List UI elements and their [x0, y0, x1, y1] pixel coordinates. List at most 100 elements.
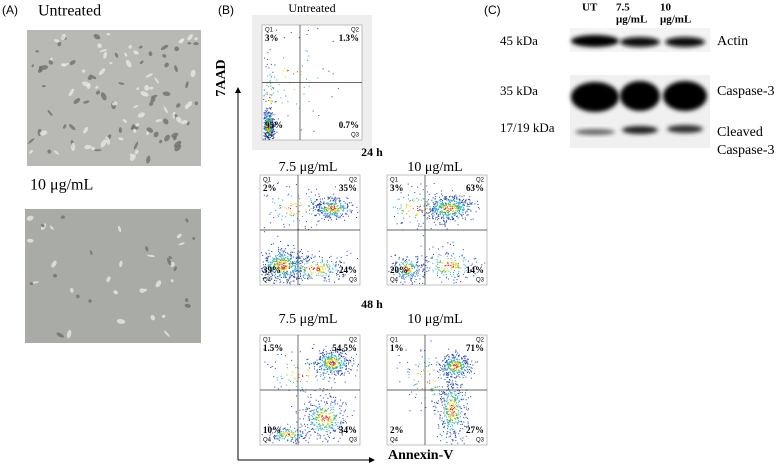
event-dot [274, 77, 275, 78]
event-dot [454, 212, 455, 213]
event-dot [265, 118, 266, 119]
event-dot [292, 438, 293, 439]
event-dot [451, 200, 452, 201]
event-dot [273, 243, 274, 244]
event-dot [278, 261, 279, 262]
event-dot [399, 259, 400, 260]
event-dot [290, 254, 291, 255]
event-dot [422, 356, 423, 357]
event-dot [468, 261, 469, 262]
event-dot [271, 100, 272, 101]
event-dot [343, 209, 344, 210]
event-dot [443, 391, 444, 392]
event-dot [323, 419, 324, 420]
event-dot [298, 374, 299, 375]
event-dot [452, 403, 453, 404]
event-dot [464, 443, 465, 444]
event-dot [277, 276, 278, 277]
event-dot [335, 375, 336, 376]
event-dot [291, 432, 292, 433]
event-dot [353, 410, 354, 411]
event-dot [326, 346, 327, 347]
event-dot [306, 263, 307, 264]
event-dot [327, 398, 328, 399]
event-dot [457, 199, 458, 200]
event-dot [300, 268, 301, 269]
event-dot [276, 79, 277, 80]
event-dot [286, 269, 287, 270]
event-dot [427, 261, 428, 262]
event-dot [300, 257, 301, 258]
event-dot [312, 266, 313, 267]
event-dot [318, 115, 319, 116]
event-dot [457, 216, 458, 217]
event-dot [267, 364, 268, 365]
event-dot [445, 271, 446, 272]
event-dot [285, 77, 286, 78]
event-dot [443, 374, 444, 375]
event-dot [318, 430, 319, 431]
event-dot [463, 260, 464, 261]
event-dot [302, 431, 303, 432]
event-dot [446, 276, 447, 277]
event-dot [415, 276, 416, 277]
event-dot [406, 276, 407, 277]
event-dot [284, 90, 285, 91]
event-dot [446, 265, 447, 266]
event-dot [333, 430, 334, 431]
event-dot [307, 275, 308, 276]
event-dot [286, 263, 287, 264]
event-dot [323, 215, 324, 216]
event-dot [417, 210, 418, 211]
event-dot [346, 213, 347, 214]
event-dot [282, 264, 283, 265]
event-dot [341, 410, 342, 411]
event-dot [421, 376, 422, 377]
event-dot [458, 412, 459, 413]
event-dot [411, 281, 412, 282]
event-dot [291, 196, 292, 197]
event-dot [322, 352, 323, 353]
event-dot [456, 376, 457, 377]
event-dot [267, 94, 268, 95]
event-dot [330, 407, 331, 408]
event-dot [319, 425, 320, 426]
event-dot [324, 435, 325, 436]
event-dot [450, 219, 451, 220]
event-dot [295, 367, 296, 368]
event-dot [311, 214, 312, 215]
event-dot [299, 198, 300, 199]
event-dot [280, 249, 281, 250]
event-dot [329, 214, 330, 215]
event-dot [279, 438, 280, 439]
event-dot [437, 213, 438, 214]
event-dot [329, 266, 330, 267]
event-dot [323, 68, 324, 69]
event-dot [307, 251, 308, 252]
event-dot [293, 276, 294, 277]
event-dot [317, 407, 318, 408]
event-dot [456, 413, 457, 414]
event-dot [440, 440, 441, 441]
event-dot [458, 400, 459, 401]
event-dot [308, 442, 309, 443]
event-dot [277, 215, 278, 216]
event-dot [330, 272, 331, 273]
event-dot [449, 204, 450, 205]
event-dot [440, 370, 441, 371]
event-dot [460, 373, 461, 374]
event-dot [291, 360, 292, 361]
event-dot [327, 210, 328, 211]
event-dot [427, 201, 428, 202]
event-dot [320, 359, 321, 360]
event-dot [308, 101, 309, 102]
event-dot [300, 251, 301, 252]
event-dot [456, 208, 457, 209]
event-dot [291, 32, 292, 33]
event-dot [406, 206, 407, 207]
event-dot [412, 212, 413, 213]
event-dot [329, 269, 330, 270]
event-dot [311, 272, 312, 273]
event-dot [329, 365, 330, 366]
event-dot [325, 394, 326, 395]
